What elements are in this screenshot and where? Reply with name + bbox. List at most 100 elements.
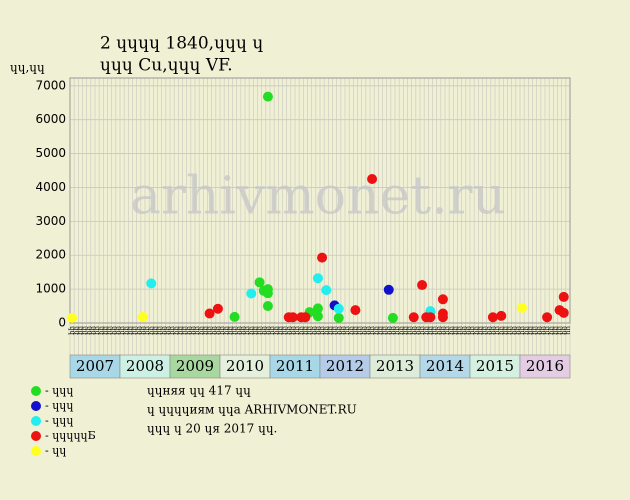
month-label: ɥɥ	[447, 326, 455, 336]
point	[321, 285, 332, 296]
month-label: ɥɥ	[518, 326, 526, 336]
month-label: ɥɥ	[543, 326, 551, 336]
point	[437, 312, 448, 323]
point	[333, 303, 344, 314]
month-label: ɥɥ	[489, 326, 497, 336]
point	[246, 288, 257, 299]
point	[487, 312, 498, 323]
month-label: ɥɥ	[193, 326, 201, 336]
month-label: ɥɥ	[185, 326, 193, 336]
month-label: ɥɥ	[285, 326, 293, 336]
note: ɥ ɥɥɥɥиям ɥɥа ARHIVMONET.RU	[147, 403, 357, 417]
point	[204, 308, 215, 319]
month-label: ɥɥ	[493, 326, 501, 336]
month-label: ɥɥ	[401, 326, 409, 336]
legend-marker	[31, 446, 41, 456]
point	[212, 303, 223, 314]
month-label: ɥɥ	[522, 326, 530, 336]
point	[496, 310, 507, 321]
y-axis-label: ɥɥ,ɥɥ	[10, 61, 45, 75]
month-label: ɥɥ	[226, 326, 234, 336]
month-label: ɥɥ	[172, 326, 180, 336]
point	[437, 294, 448, 305]
point	[367, 173, 378, 184]
year-label: 2012	[326, 357, 364, 375]
month-label: ɥɥ	[418, 326, 426, 336]
month-label: ɥɥ	[506, 326, 514, 336]
month-label: ɥɥ	[122, 326, 130, 336]
month-label: ɥɥ	[110, 326, 118, 336]
month-label: ɥɥ	[181, 326, 189, 336]
month-label: ɥɥ	[443, 326, 451, 336]
month-label: ɥɥ	[485, 326, 493, 336]
year-label: 2011	[276, 357, 314, 375]
month-label: ɥɥ	[393, 326, 401, 336]
month-label: ɥɥ	[389, 326, 397, 336]
month-label: ɥɥ	[272, 326, 280, 336]
month-label: ɥɥ	[531, 326, 539, 336]
y-tick-label: 7000	[35, 78, 66, 92]
point	[425, 312, 436, 323]
month-label: ɥɥ	[276, 326, 284, 336]
legend-label: - ɥɥɥ	[45, 384, 73, 397]
year-label: 2014	[426, 357, 464, 375]
point	[262, 284, 273, 295]
month-label: ɥɥ	[514, 326, 522, 336]
month-label: ɥɥ	[397, 326, 405, 336]
month-label: ɥɥ	[351, 326, 359, 336]
month-label: ɥɥ	[260, 326, 268, 336]
month-label: ɥɥ	[422, 326, 430, 336]
legend-label: - ɥɥɥɥɥБ	[45, 429, 96, 442]
year-label: 2013	[376, 357, 414, 375]
month-label: ɥɥ	[251, 326, 259, 336]
month-label: ɥɥ	[243, 326, 251, 336]
month-label: ɥɥ	[414, 326, 422, 336]
month-label: ɥɥ	[364, 326, 372, 336]
month-label: ɥɥ	[93, 326, 101, 336]
point	[300, 312, 311, 323]
month-label: ɥɥ	[85, 326, 93, 336]
year-cell	[519, 354, 571, 379]
month-label: ɥɥ	[310, 326, 318, 336]
month-label: ɥɥ	[547, 326, 555, 336]
month-label: ɥɥ	[439, 326, 447, 336]
month-label: ɥɥ	[406, 326, 414, 336]
month-label: ɥɥ	[347, 326, 355, 336]
point	[517, 302, 528, 313]
month-label: ɥɥ	[135, 326, 143, 336]
y-tick-label: 4000	[35, 180, 66, 194]
year-label: 2015	[476, 357, 514, 375]
month-label: ɥɥ	[551, 326, 559, 336]
month-label: ɥɥ	[343, 326, 351, 336]
month-label: ɥɥ	[372, 326, 380, 336]
point	[333, 312, 344, 323]
point	[350, 305, 361, 316]
month-label: ɥɥ	[168, 326, 176, 336]
year-label: 2008	[126, 357, 164, 375]
month-label: ɥɥ	[368, 326, 376, 336]
y-tick-label: 2000	[35, 248, 66, 262]
month-label: ɥɥ	[101, 326, 109, 336]
month-label: ɥɥ	[147, 326, 155, 336]
point	[558, 291, 569, 302]
month-label: ɥɥ	[326, 326, 334, 336]
point	[146, 278, 157, 289]
point	[312, 273, 323, 284]
month-label: ɥɥ	[460, 326, 468, 336]
month-label: ɥɥ	[501, 326, 509, 336]
month-label: ɥɥ	[431, 326, 439, 336]
month-label: ɥɥ	[410, 326, 418, 336]
month-label: ɥɥ	[526, 326, 534, 336]
month-label: ɥɥ	[381, 326, 389, 336]
legend-label: - ɥɥɥ	[45, 399, 73, 412]
month-label: ɥɥ	[322, 326, 330, 336]
month-label: ɥɥ	[268, 326, 276, 336]
month-label: ɥɥ	[81, 326, 89, 336]
point	[383, 284, 394, 295]
point	[67, 312, 78, 323]
month-label: ɥɥ	[114, 326, 122, 336]
month-label: ɥɥ	[464, 326, 472, 336]
month-label: ɥɥ	[218, 326, 226, 336]
month-label: ɥɥ	[201, 326, 209, 336]
